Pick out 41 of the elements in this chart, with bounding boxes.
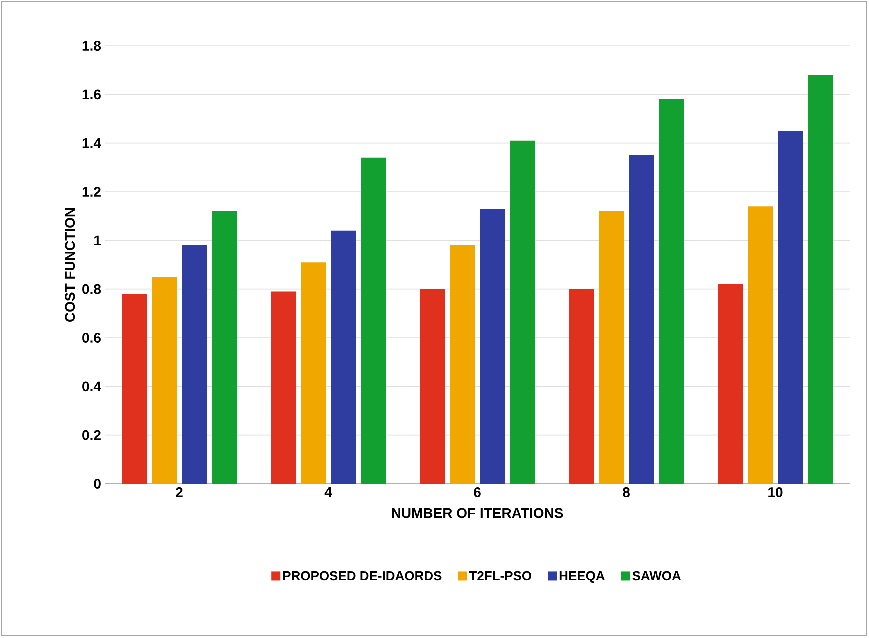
bar (718, 284, 743, 484)
bar (599, 211, 624, 484)
x-tick-label: 8 (623, 488, 630, 498)
x-tick-label: 2 (176, 488, 183, 498)
y-tick-label: 0.8 (82, 284, 102, 294)
bar (569, 289, 594, 484)
y-tick-label: 1.8 (82, 41, 102, 51)
y-tick-label: 1 (94, 236, 102, 246)
bar (212, 211, 238, 484)
bar (271, 292, 296, 484)
y-tick-label: 1.4 (82, 138, 102, 148)
bar (361, 158, 386, 484)
bar (480, 209, 506, 484)
y-tick-label: 1.6 (82, 90, 101, 100)
y-axis-title: COST FUNCTION (65, 208, 76, 322)
y-tick-label: 0.6 (82, 333, 101, 343)
y-tick-label: 1.2 (82, 187, 101, 197)
x-axis-title: NUMBER OF ITERATIONS (392, 508, 564, 518)
bar (450, 246, 476, 484)
bar (659, 100, 684, 484)
y-tick-label: 0.4 (82, 382, 102, 392)
legend-label: PROPOSED DE-IDAORDS (283, 571, 442, 581)
bar (510, 140, 536, 484)
y-tick-label: 0 (94, 479, 101, 489)
bar (420, 289, 446, 484)
x-tick-label: 6 (474, 488, 481, 498)
x-tick-label: 10 (768, 488, 783, 498)
bar (331, 230, 356, 484)
bar (748, 206, 774, 484)
bar (629, 156, 654, 484)
bar (182, 246, 208, 484)
legend-label: T2FL-PSO (469, 571, 532, 581)
bar (301, 262, 326, 484)
bar (808, 75, 834, 484)
bar (122, 294, 147, 484)
y-tick-label: 0.2 (82, 430, 101, 440)
x-tick-label: 4 (324, 488, 332, 498)
legend-label: SAWOA (632, 571, 682, 581)
legend-label: HEEQA (560, 571, 605, 584)
bar (778, 131, 804, 484)
bar (152, 277, 178, 484)
